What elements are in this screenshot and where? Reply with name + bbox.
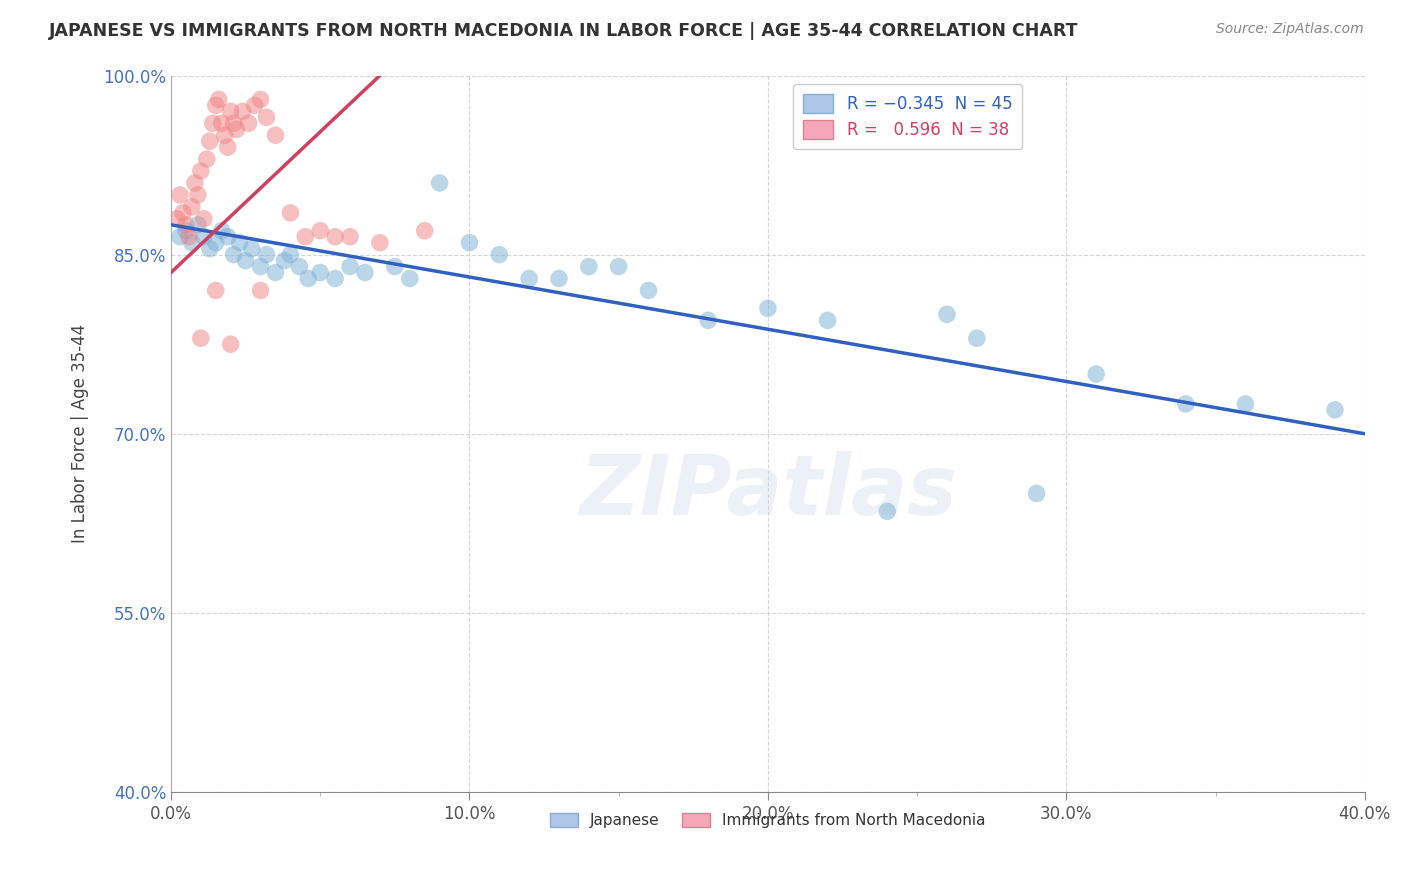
Point bbox=[169, 188, 191, 202]
Point bbox=[368, 235, 391, 250]
Point bbox=[219, 104, 242, 119]
Point bbox=[217, 229, 239, 244]
Point bbox=[339, 260, 361, 274]
Point bbox=[222, 116, 245, 130]
Point bbox=[193, 229, 215, 244]
Point bbox=[1085, 367, 1108, 381]
Point bbox=[249, 260, 271, 274]
Point bbox=[238, 116, 260, 130]
Point bbox=[280, 206, 302, 220]
Point bbox=[204, 235, 226, 250]
Point bbox=[256, 247, 278, 261]
Point bbox=[273, 253, 295, 268]
Point bbox=[235, 253, 257, 268]
Point bbox=[169, 229, 191, 244]
Text: ZIPatlas: ZIPatlas bbox=[579, 450, 957, 532]
Point bbox=[193, 211, 215, 226]
Point bbox=[177, 229, 200, 244]
Point bbox=[339, 229, 361, 244]
Point bbox=[184, 176, 207, 190]
Point bbox=[936, 307, 959, 321]
Point bbox=[294, 229, 316, 244]
Point bbox=[756, 301, 779, 316]
Point bbox=[384, 260, 406, 274]
Point bbox=[398, 271, 420, 285]
Point bbox=[198, 242, 221, 256]
Point bbox=[280, 247, 302, 261]
Point bbox=[966, 331, 988, 345]
Point bbox=[264, 128, 287, 143]
Point bbox=[243, 98, 266, 112]
Point bbox=[217, 140, 239, 154]
Point bbox=[1025, 486, 1047, 500]
Point bbox=[198, 134, 221, 148]
Point bbox=[288, 260, 311, 274]
Point bbox=[172, 206, 194, 220]
Point bbox=[413, 224, 436, 238]
Point bbox=[166, 211, 188, 226]
Point bbox=[323, 229, 346, 244]
Point bbox=[309, 224, 332, 238]
Point bbox=[180, 200, 202, 214]
Point bbox=[607, 260, 630, 274]
Text: JAPANESE VS IMMIGRANTS FROM NORTH MACEDONIA IN LABOR FORCE | AGE 35-44 CORRELATI: JAPANESE VS IMMIGRANTS FROM NORTH MACEDO… bbox=[49, 22, 1078, 40]
Point bbox=[309, 266, 332, 280]
Point bbox=[323, 271, 346, 285]
Point bbox=[187, 218, 209, 232]
Point bbox=[195, 152, 218, 166]
Point bbox=[232, 104, 254, 119]
Text: Source: ZipAtlas.com: Source: ZipAtlas.com bbox=[1216, 22, 1364, 37]
Point bbox=[211, 116, 233, 130]
Point bbox=[219, 337, 242, 351]
Point bbox=[517, 271, 540, 285]
Point bbox=[697, 313, 720, 327]
Point bbox=[214, 128, 236, 143]
Point bbox=[204, 284, 226, 298]
Point bbox=[458, 235, 481, 250]
Point bbox=[256, 111, 278, 125]
Point bbox=[180, 235, 202, 250]
Point bbox=[1174, 397, 1197, 411]
Point bbox=[201, 116, 224, 130]
Point bbox=[249, 92, 271, 106]
Point bbox=[225, 122, 247, 136]
Point bbox=[174, 218, 197, 232]
Point bbox=[817, 313, 839, 327]
Point bbox=[190, 331, 212, 345]
Point bbox=[876, 504, 898, 518]
Point bbox=[240, 242, 263, 256]
Point bbox=[429, 176, 451, 190]
Point bbox=[297, 271, 319, 285]
Y-axis label: In Labor Force | Age 35-44: In Labor Force | Age 35-44 bbox=[72, 324, 89, 543]
Point bbox=[249, 284, 271, 298]
Point bbox=[222, 247, 245, 261]
Point bbox=[190, 164, 212, 178]
Point bbox=[637, 284, 659, 298]
Point bbox=[211, 224, 233, 238]
Point bbox=[228, 235, 250, 250]
Point bbox=[354, 266, 377, 280]
Point bbox=[264, 266, 287, 280]
Legend: Japanese, Immigrants from North Macedonia: Japanese, Immigrants from North Macedoni… bbox=[544, 807, 991, 835]
Point bbox=[1234, 397, 1257, 411]
Point bbox=[578, 260, 600, 274]
Point bbox=[204, 98, 226, 112]
Point bbox=[488, 247, 510, 261]
Point bbox=[1323, 402, 1346, 417]
Point bbox=[208, 92, 231, 106]
Point bbox=[174, 224, 197, 238]
Point bbox=[548, 271, 571, 285]
Point bbox=[187, 188, 209, 202]
